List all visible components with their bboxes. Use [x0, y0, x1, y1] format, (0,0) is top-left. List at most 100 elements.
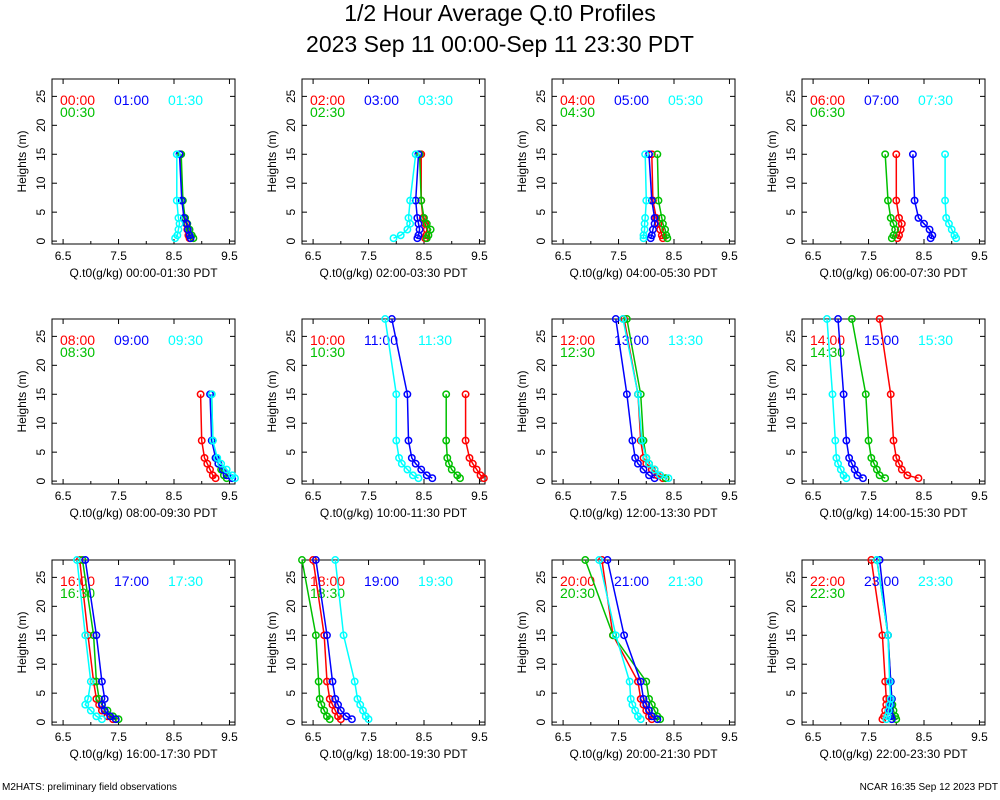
data-point [207, 390, 216, 399]
legend-entry: 23:30 [918, 573, 953, 589]
legend-entry: 03:30 [418, 92, 453, 108]
legend-entry: 15:30 [918, 332, 953, 348]
x-tick-label: 8.5 [416, 249, 433, 263]
y-tick-label: 0 [284, 477, 298, 484]
x-tick-label: 9.5 [721, 730, 738, 744]
x-tick-label: 7.5 [860, 249, 877, 263]
data-point [228, 471, 237, 480]
y-tick-label: 10 [34, 657, 48, 671]
data-point [914, 213, 923, 222]
data-point [611, 315, 620, 323]
x-axis-label: Q.t0(g/kg) 06:00-07:30 PDT [819, 266, 968, 280]
data-point [177, 196, 186, 205]
data-point [465, 453, 474, 462]
data-point [426, 225, 435, 234]
data-point [461, 390, 470, 399]
data-point [875, 315, 884, 323]
legend-entry: 10:30 [310, 344, 345, 360]
plot-frame [801, 78, 986, 245]
data-point [611, 631, 620, 640]
legend-entry: 02:00 [310, 92, 345, 108]
x-tick-label: 8.5 [916, 249, 933, 263]
x-axis-label: Q.t0(g/kg) 10:00-11:30 PDT [320, 506, 468, 520]
y-tick-label: 15 [784, 387, 798, 401]
legend-entry: 20:30 [560, 585, 595, 601]
y-tick-label: 15 [534, 387, 548, 401]
data-point [842, 436, 851, 445]
series-line [393, 154, 417, 239]
legend-entry: 10:00 [310, 332, 345, 348]
data-point [650, 465, 659, 474]
profile-panel: 6.5 7.5 8.5 9.5 0 5 10 15 20 25 Q.t0(g/kg) 18:00-1… [265, 556, 488, 761]
y-tick-label: 25 [534, 570, 548, 584]
y-tick-label: 5 [784, 209, 798, 216]
x-tick-label: 9.5 [471, 730, 488, 744]
data-point [920, 219, 928, 228]
legend-entry: 13:00 [614, 332, 649, 348]
data-point [914, 474, 923, 483]
y-tick-label: 5 [34, 449, 48, 456]
x-axis-label: Q.t0(g/kg) 12:00-13:30 PDT [569, 506, 718, 520]
data-point [872, 556, 881, 564]
profile-panel: 6.5 7.5 8.5 9.5 0 5 10 15 20 25 Q.t0(g/kg) 06:00-0… [765, 78, 988, 280]
y-tick-label: 25 [284, 89, 298, 103]
x-tick-label: 8.5 [916, 730, 933, 744]
y-tick-label: 20 [284, 358, 298, 372]
legend-entry: 17:30 [168, 573, 203, 589]
legend-entry: 23:00 [864, 573, 899, 589]
profile-panel: 6.5 7.5 8.5 9.5 0 5 10 15 20 25 Q.t0(g/kg) 12:00-1… [515, 315, 738, 520]
x-tick-label: 6.5 [305, 730, 322, 744]
profile-panel: 6.5 7.5 8.5 9.5 0 5 10 15 20 25 Q.t0(g/kg) 22:00-2… [765, 556, 988, 761]
y-tick-label: 20 [284, 118, 298, 132]
y-tick-label: 5 [34, 690, 48, 697]
y-tick-label: 20 [534, 599, 548, 613]
data-point [395, 453, 403, 462]
x-tick-label: 9.5 [221, 730, 238, 744]
data-point [353, 694, 362, 703]
legend-entry: 03:00 [364, 92, 399, 108]
data-point [461, 436, 470, 445]
y-tick-label: 25 [34, 570, 48, 584]
x-tick-label: 6.5 [805, 489, 822, 503]
legend-entry: 21:00 [614, 573, 649, 589]
data-point [406, 196, 415, 205]
x-tick-label: 9.5 [971, 249, 988, 263]
x-tick-label: 8.5 [666, 489, 683, 503]
y-axis-label: Heights (m) [765, 130, 779, 192]
data-point [625, 677, 634, 686]
plot-frame [551, 559, 736, 726]
data-point [81, 631, 90, 640]
x-tick-label: 7.5 [110, 249, 127, 263]
legend-entry: 05:00 [614, 92, 649, 108]
x-tick-label: 7.5 [860, 730, 877, 744]
data-point [92, 712, 101, 721]
data-point [889, 436, 898, 445]
data-point [403, 390, 412, 399]
chart-title: 1/2 Hour Average Q.t0 Profiles [344, 0, 656, 26]
y-tick-label: 15 [284, 628, 298, 642]
x-tick-label: 6.5 [805, 730, 822, 744]
plot-frame [51, 318, 236, 485]
data-point [925, 225, 934, 234]
data-point [468, 459, 477, 468]
plot-frame [551, 318, 736, 485]
data-point [97, 677, 106, 686]
data-point [653, 150, 662, 159]
profile-panel: 6.5 7.5 8.5 9.5 0 5 10 15 20 25 Q.t0(g/kg) 00:00-0… [15, 78, 238, 280]
x-axis-label: Q.t0(g/kg) 00:00-01:30 PDT [69, 266, 218, 280]
data-point [453, 471, 462, 480]
y-tick-label: 0 [534, 477, 548, 484]
y-tick-label: 25 [784, 329, 798, 343]
data-point [392, 436, 401, 445]
data-point [323, 631, 331, 640]
y-tick-label: 0 [784, 237, 798, 244]
data-point [867, 453, 876, 462]
y-tick-label: 25 [34, 89, 48, 103]
data-point [314, 677, 323, 686]
plot-frame [801, 318, 986, 485]
data-point [174, 213, 183, 222]
data-point [639, 694, 648, 703]
data-point [650, 213, 659, 222]
data-point [881, 677, 890, 686]
y-tick-label: 20 [784, 118, 798, 132]
